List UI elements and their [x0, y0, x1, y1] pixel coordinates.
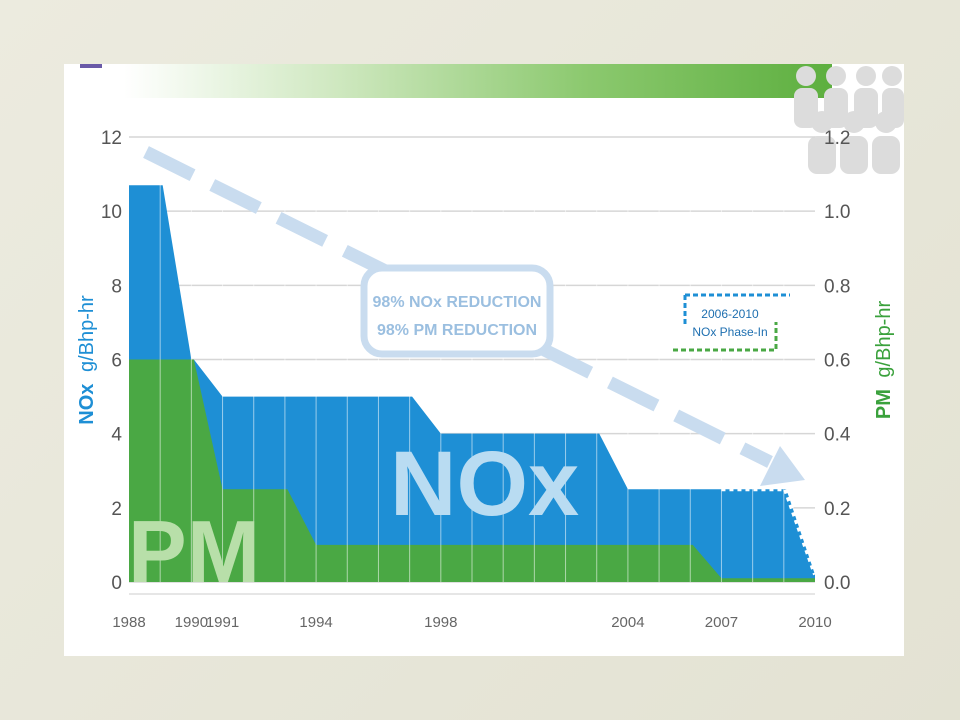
header-accent-mark: [80, 64, 102, 68]
right-axis-tick-label: 1.2: [824, 128, 850, 149]
header-gradient-bar: [124, 64, 832, 98]
left-axis-tick-label: 10: [101, 202, 122, 223]
reduction-arrow-line: [143, 146, 773, 468]
right-axis-tick-label: 0.2: [824, 499, 850, 520]
left-axis-tick-label: 6: [111, 351, 122, 372]
left-axis-tick-label: 8: [111, 276, 122, 297]
series-nox-phase-in-cap: [721, 487, 817, 576]
x-axis-tick-label: 1994: [299, 614, 332, 631]
left-axis-title-suffix: g/Bhp-hr: [76, 295, 98, 372]
left-axis-title: NOx g/Bhp-hr: [76, 295, 98, 425]
x-axis-tick-label: 2007: [705, 614, 738, 631]
right-axis-tick-label: 0.4: [824, 425, 851, 446]
svg-text:PM g/Bhp-hr: PM g/Bhp-hr: [873, 301, 895, 420]
left-axis-tick-label: 12: [101, 128, 122, 149]
reduction-arrow: 98% NOx REDUCTION 98% PM REDUCTION: [143, 146, 805, 486]
x-axis-tick-label: 1998: [424, 614, 457, 631]
reduction-callout-line2: 98% PM REDUCTION: [377, 322, 537, 339]
vertical-grid-lines: [159, 147, 785, 582]
series-pm-area: [129, 359, 815, 582]
reduction-callout-line1: 98% NOx REDUCTION: [373, 294, 542, 311]
right-axis-tick-label: 0.0: [824, 573, 850, 594]
left-axis-tick-label: 4: [111, 425, 122, 446]
left-axis-tick-label: 0: [111, 573, 122, 594]
series-nox-area: [129, 185, 815, 583]
series-areas: [129, 185, 817, 583]
x-axis-tick-label: 1988: [112, 614, 145, 631]
x-axis-tick-label: 1991: [206, 614, 239, 631]
phase-in-legend-line1: 2006-2010: [701, 307, 759, 321]
left-axis-tick-label: 2: [111, 499, 122, 520]
right-axis-tick-label: 0.6: [824, 351, 850, 372]
right-axis-title: PM g/Bhp-hr: [873, 301, 895, 420]
phase-in-legend-line2: NOx Phase-In: [692, 325, 767, 339]
right-axis-title-suffix: g/Bhp-hr: [873, 301, 895, 378]
reduction-arrow-head: [760, 446, 805, 486]
left-axis-title-prefix: NOx: [76, 384, 98, 425]
right-axis-tick-label: 0.8: [824, 276, 850, 297]
phase-in-legend: 2006-2010 NOx Phase-In: [673, 293, 790, 352]
watermarks: NOx PM: [128, 433, 579, 601]
right-axis-title-prefix: PM: [873, 389, 895, 419]
reduction-callout-box: [360, 264, 554, 358]
svg-text:NOx g/Bhp-hr: NOx g/Bhp-hr: [76, 295, 98, 425]
x-axis-tick-label: 2004: [611, 614, 644, 631]
people-silhouette-icon: [794, 66, 904, 174]
x-axis-tick-label: 1990: [175, 614, 208, 631]
phase-in-legend-pm-dash: [673, 322, 778, 352]
right-axis-tick-label: 1.0: [824, 202, 850, 223]
x-axis-tick-label: 2010: [798, 614, 831, 631]
nox-watermark-label: NOx: [390, 433, 579, 535]
pm-watermark-label: PM: [128, 502, 260, 601]
